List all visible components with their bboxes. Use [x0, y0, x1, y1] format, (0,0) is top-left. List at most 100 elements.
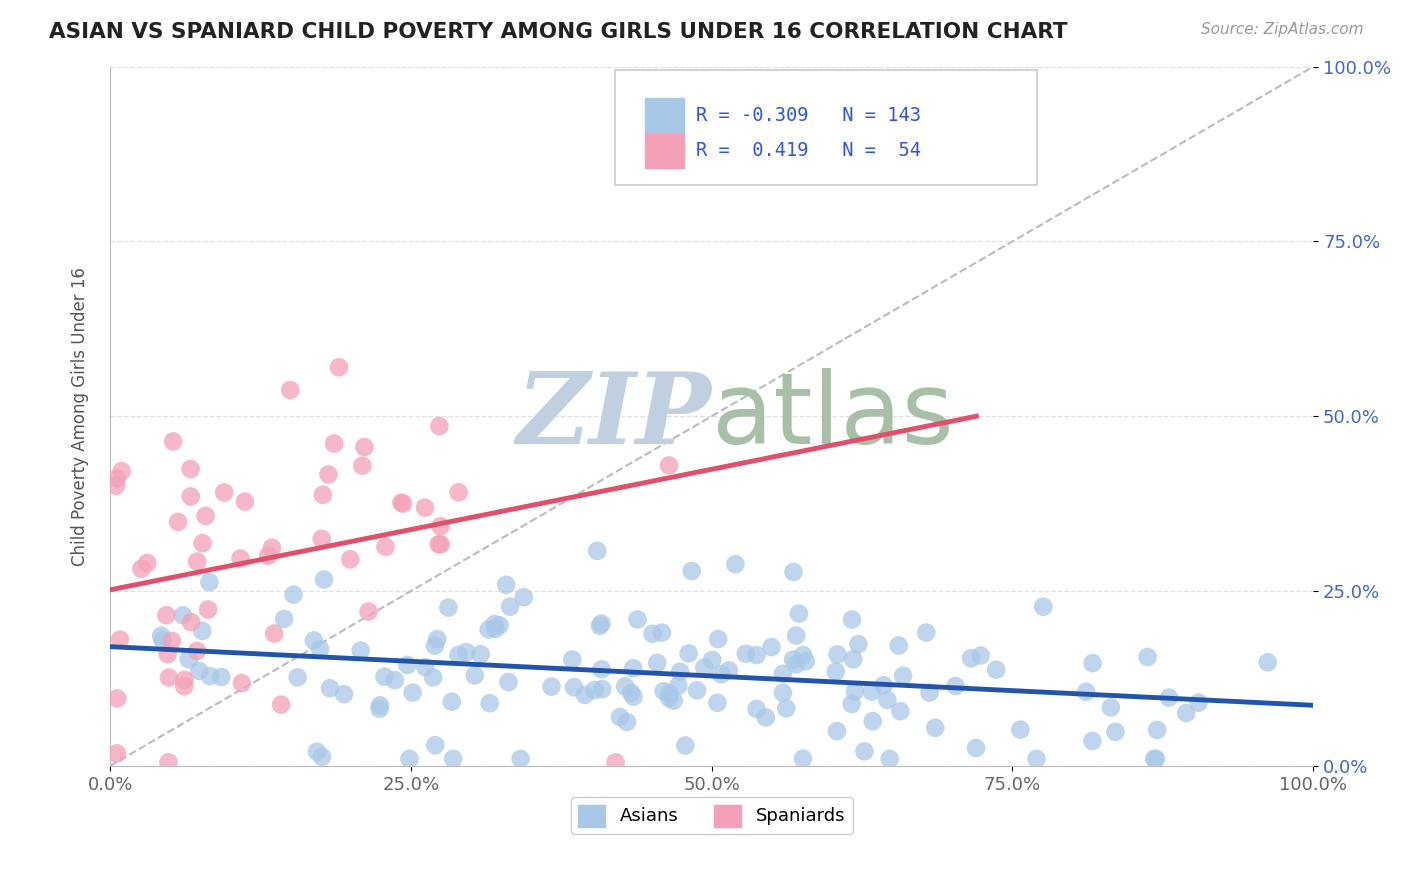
Point	[724, 558, 747, 572]
Point	[540, 680, 562, 694]
Point	[198, 669, 221, 683]
Point	[499, 599, 522, 614]
Point	[853, 744, 876, 758]
Point	[426, 632, 449, 647]
Point	[422, 670, 444, 684]
Point	[605, 756, 627, 770]
Point	[402, 685, 425, 699]
FancyBboxPatch shape	[616, 70, 1036, 186]
Text: ASIAN VS SPANIARD CHILD POVERTY AMONG GIRLS UNDER 16 CORRELATION CHART: ASIAN VS SPANIARD CHILD POVERTY AMONG GI…	[49, 22, 1067, 42]
Point	[825, 724, 848, 739]
Point	[827, 648, 849, 662]
Point	[430, 537, 453, 551]
Point	[263, 626, 285, 640]
Point	[105, 691, 128, 706]
Point	[641, 627, 664, 641]
Point	[1175, 706, 1198, 720]
Point	[233, 494, 256, 508]
Point	[651, 625, 673, 640]
Point	[357, 605, 380, 619]
Point	[717, 664, 740, 678]
Point	[374, 540, 396, 554]
Point	[589, 619, 612, 633]
Point	[669, 665, 692, 679]
Point	[484, 622, 506, 636]
Point	[188, 664, 211, 678]
Point	[470, 647, 492, 661]
Point	[194, 508, 217, 523]
Point	[621, 661, 644, 675]
Text: R =  0.419   N =  54: R = 0.419 N = 54	[696, 141, 921, 160]
Point	[323, 436, 346, 450]
Point	[745, 702, 768, 716]
Point	[686, 683, 709, 698]
Point	[844, 684, 866, 698]
Point	[484, 617, 506, 632]
Text: atlas: atlas	[711, 368, 953, 465]
Point	[389, 495, 412, 509]
Point	[891, 669, 914, 683]
Point	[969, 648, 991, 663]
Point	[761, 640, 783, 654]
Point	[478, 696, 501, 710]
Point	[311, 749, 333, 764]
Point	[352, 458, 374, 473]
Point	[678, 647, 700, 661]
Text: Source: ZipAtlas.com: Source: ZipAtlas.com	[1201, 22, 1364, 37]
Point	[1032, 599, 1054, 614]
Legend: Asians, Spaniards: Asians, Spaniards	[571, 797, 852, 834]
Point	[755, 710, 778, 724]
Point	[108, 632, 131, 647]
Point	[960, 651, 983, 665]
Point	[879, 752, 901, 766]
Point	[574, 688, 596, 702]
Point	[1157, 690, 1180, 705]
Point	[707, 632, 730, 646]
Point	[273, 612, 295, 626]
Point	[745, 648, 768, 662]
Text: ZIP: ZIP	[516, 368, 711, 465]
Point	[1010, 723, 1032, 737]
Point	[1104, 724, 1126, 739]
Point	[652, 684, 675, 698]
Point	[609, 710, 631, 724]
Point	[848, 637, 870, 651]
Point	[396, 657, 419, 672]
Point	[673, 739, 696, 753]
Point	[105, 747, 128, 761]
Point	[398, 752, 420, 766]
Point	[311, 532, 333, 546]
Point	[591, 681, 613, 696]
Point	[915, 625, 938, 640]
Point	[309, 642, 332, 657]
Point	[1146, 723, 1168, 737]
Point	[924, 721, 946, 735]
Point	[427, 419, 450, 434]
Point	[373, 669, 395, 683]
Point	[173, 673, 195, 687]
Point	[152, 633, 174, 648]
Point	[1081, 734, 1104, 748]
Point	[105, 478, 128, 492]
Point	[702, 653, 724, 667]
Point	[160, 633, 183, 648]
Point	[658, 691, 681, 706]
Point	[1136, 650, 1159, 665]
Point	[591, 616, 613, 631]
Point	[583, 683, 606, 698]
Point	[384, 673, 406, 688]
Point	[1144, 752, 1167, 766]
Point	[157, 756, 180, 770]
Point	[302, 633, 325, 648]
Point	[167, 515, 190, 529]
Point	[1025, 752, 1047, 766]
Point	[157, 671, 180, 685]
Point	[495, 578, 517, 592]
Point	[666, 679, 689, 693]
Point	[620, 686, 643, 700]
Point	[710, 667, 733, 681]
Point	[186, 644, 208, 658]
Point	[562, 680, 585, 694]
Point	[319, 681, 342, 696]
Point	[136, 556, 159, 570]
